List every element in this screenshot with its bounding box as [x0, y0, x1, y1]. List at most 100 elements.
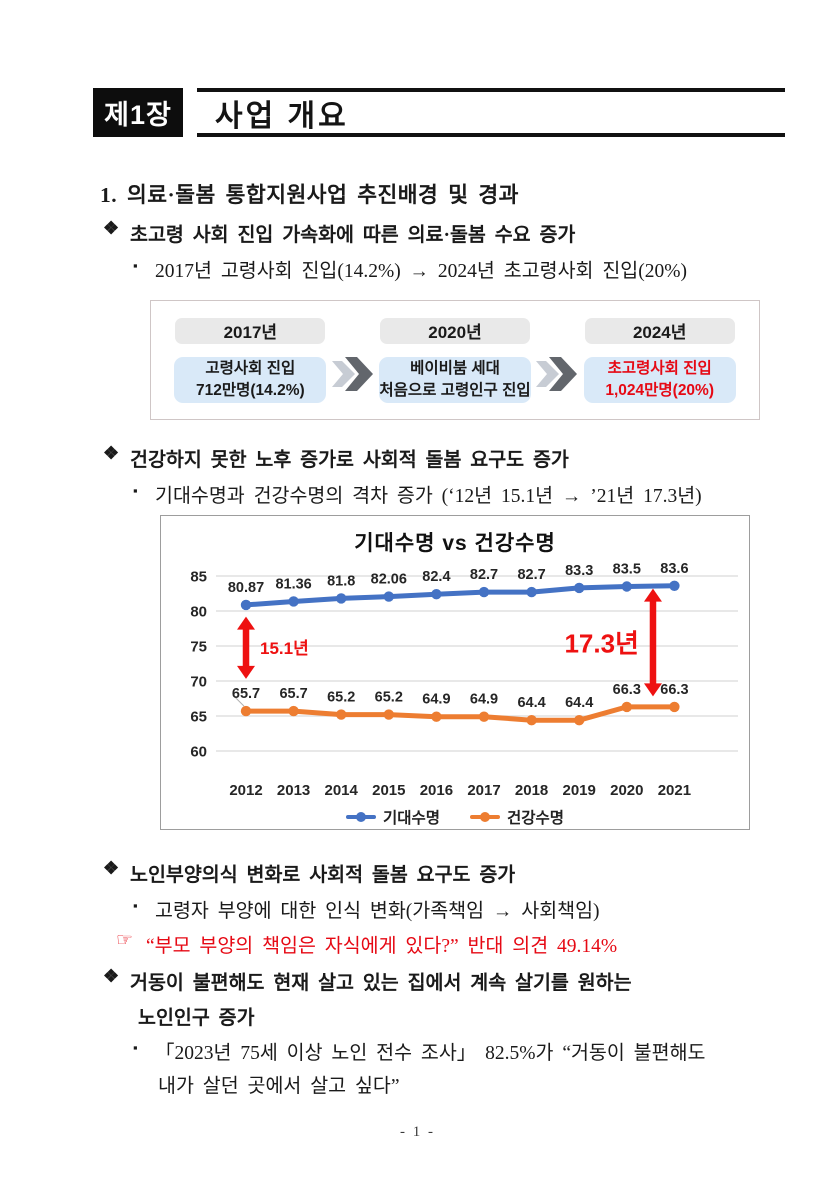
annotation-label: 17.3년: [564, 628, 639, 658]
data-point: [574, 582, 585, 594]
x-axis-tick-label: 2020: [610, 782, 643, 799]
subbullet-health: ▪ 기대수명과 건강수명의 격차 증가 (‘12년 15.1년 → ’21년 1…: [133, 479, 702, 508]
timeline-desc-2-line2: 1,024만명(20%): [605, 381, 714, 399]
y-axis-tick-label: 60: [190, 744, 207, 761]
data-label: 82.06: [371, 572, 407, 588]
life-expectancy-chart: 기대수명 vs 건강수명 85 80 75 70 65 60 2012 2013 2014 201…: [160, 515, 750, 830]
square-bullet-icon: ▪: [133, 258, 138, 273]
timeline-desc-2-line1: 초고령사회 진입: [607, 359, 712, 377]
subbullet-demand-text: 2017년 고령사회 진입(14.2%) → 2024년 초고령사회 진입(20…: [155, 261, 687, 282]
page-number: - 1 -: [400, 1124, 435, 1140]
data-label: 65.7: [232, 686, 260, 702]
bullet-health-text: 건강하지 못한 노후 증가로 사회적 돌봄 요구도 증가: [130, 450, 569, 471]
diamond-bullet-icon: ❖: [103, 966, 120, 986]
y-axis-tick-label: 65: [190, 709, 207, 726]
data-point: [669, 580, 680, 591]
diamond-bullet-icon: ❖: [103, 858, 120, 878]
data-label: 82.4: [422, 569, 450, 585]
data-point: [383, 709, 394, 720]
x-axis-tick-label: 2017: [467, 782, 500, 799]
square-bullet-icon: ▪: [133, 483, 138, 498]
data-point: [288, 705, 299, 717]
data-label: 65.2: [327, 690, 355, 706]
chart-title: 기대수명 vs 건강수명: [354, 532, 556, 555]
timeline-desc-0-line1: 고령사회 진입: [205, 359, 296, 377]
legend-line-swatch: [345, 812, 376, 822]
series-line: [243, 583, 677, 608]
y-axis-tick-label: 70: [190, 674, 207, 691]
data-point: [526, 715, 537, 726]
x-axis-tick-label: 2012: [229, 782, 262, 799]
diamond-bullet-icon: ❖: [103, 218, 120, 238]
data-point: [240, 705, 252, 717]
x-axis-tick-label: 2015: [372, 782, 405, 799]
subbullet-awareness: ▪ 고령자 부양에 대한 인식 변화(가족책임 → 사회책임): [133, 894, 600, 923]
annotation-label: 15.1년: [260, 639, 309, 658]
data-label: 83.5: [613, 562, 641, 578]
data-point: [431, 589, 442, 600]
timeline-desc-2: 초고령사회 진입 1,024만명(20%): [583, 356, 736, 403]
bullet-awareness-text: 노인부양의식 변화로 사회적 돌봄 요구도 증가: [130, 865, 516, 886]
bullet-aging-in-place: ❖ 거동이 불편해도 현재 살고 있는 집에서 계속 살기를 원하는: [103, 966, 632, 995]
chapter-badge: 제1장: [93, 88, 183, 137]
data-label: 66.3: [660, 682, 688, 698]
data-point: [336, 593, 347, 604]
x-axis-tick-label: 2016: [420, 782, 453, 799]
data-point: [240, 599, 252, 611]
data-label: 82.7: [470, 567, 498, 583]
data-label: 64.4: [565, 695, 593, 711]
timeline-step-2024: 2024년 초고령사회 진입 1,024만명(20%): [580, 317, 739, 403]
legend-item: 건강수명: [470, 806, 564, 828]
subbullet-aging-in-place-text1: 「2023년 75세 이상 노인 전수 조사」 82.5%가 “거동이 불편해도: [155, 1043, 706, 1064]
timeline-step-2020: 2020년 베이비붐 세대 처음으로 고령인구 진입: [376, 317, 535, 403]
timeline-desc-0: 고령사회 진입 712만명(14.2%): [174, 356, 327, 403]
life-expectancy-chart-svg: 85 80 75 70 65 60 2012 2013 2014 2015 2016 2017 2018…: [190, 561, 738, 799]
x-axis-tick-label: 2014: [325, 782, 359, 799]
data-point: [669, 701, 680, 713]
data-label: 83.6: [660, 561, 688, 577]
x-axis-tick-label: 2013: [277, 782, 310, 799]
legend-dot-swatch: [480, 812, 490, 822]
label-leader-line: [233, 695, 245, 707]
timeline-year-0: 2017년: [175, 317, 326, 344]
legend-item: 기대수명: [345, 806, 440, 828]
subbullet-demand: ▪ 2017년 고령사회 진입(14.2%) → 2024년 초고령사회 진입(…: [133, 254, 687, 283]
data-label: 65.7: [279, 686, 307, 702]
data-point: [478, 711, 490, 722]
data-label: 64.9: [422, 692, 450, 708]
data-label: 80.87: [228, 580, 264, 596]
data-point: [431, 711, 442, 722]
x-axis-tick-label: 2021: [658, 782, 691, 799]
subbullet-awareness-text: 고령자 부양에 대한 인식 변화(가족책임 → 사회책임): [155, 901, 600, 922]
chart-legend: 기대수명 건강수명: [161, 806, 749, 828]
timeline-desc-0-line2: 712만명(14.2%): [196, 381, 305, 399]
annotation-arrowhead-up: [643, 588, 662, 602]
data-point: [574, 715, 585, 726]
data-label: 83.3: [565, 563, 593, 579]
bullet-aging-in-place-text2: 노인인구 증가: [138, 1008, 255, 1029]
legend-label: 건강수명: [507, 810, 565, 827]
chevron-right-icon: [330, 354, 376, 394]
x-axis-tick-label: 2018: [515, 782, 548, 799]
subbullet-aging-in-place: ▪ 「2023년 75세 이상 노인 전수 조사」 82.5%가 “거동이 불편…: [133, 1036, 705, 1065]
data-point: [621, 581, 632, 592]
y-axis-tick-label: 80: [190, 604, 207, 621]
diamond-bullet-icon: ❖: [103, 443, 120, 463]
note-awareness: ☞ “부모 부양의 책임은 자식에게 있다?” 반대 의견 49.14%: [116, 929, 617, 958]
x-axis-tick-label: 2019: [563, 782, 596, 799]
square-bullet-icon: ▪: [133, 1040, 138, 1055]
data-label: 65.2: [375, 690, 403, 706]
series-line: [243, 704, 677, 723]
data-label: 82.7: [517, 567, 545, 583]
timeline-year-1: 2020년: [380, 317, 530, 344]
data-point: [621, 701, 632, 713]
timeline-desc-1-line2: 처음으로 고령인구 진입: [379, 381, 531, 399]
data-label: 81.8: [327, 573, 355, 589]
note-awareness-text: “부모 부양의 책임은 자식에게 있다?” 반대 의견 49.14%: [146, 936, 618, 957]
pointing-hand-icon: ☞: [116, 930, 134, 951]
annotation-arrowhead-down: [643, 683, 662, 697]
data-point: [383, 591, 394, 602]
bullet-aging-in-place-text1: 거동이 불편해도 현재 살고 있는 집에서 계속 살기를 원하는: [130, 973, 632, 994]
subbullet-aging-in-place-text2: 내가 살던 곳에서 살고 싶다”: [158, 1076, 400, 1097]
